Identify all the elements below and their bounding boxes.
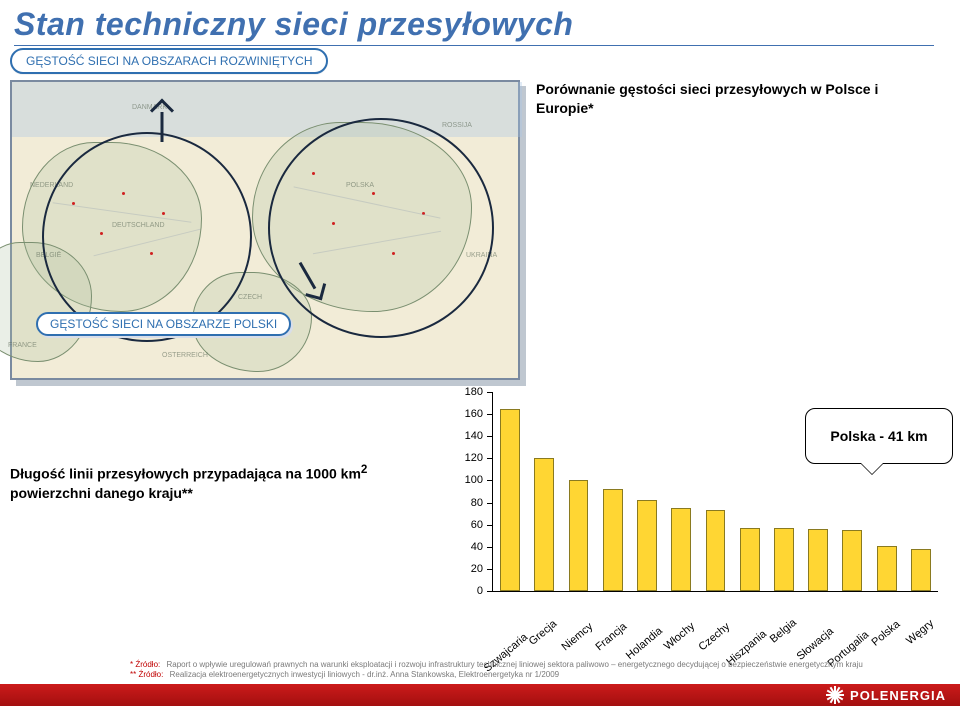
chart-label-sup: 2: [361, 463, 367, 476]
source-star-1: * Źródło:: [130, 660, 164, 669]
slide-title-wrap: Stan techniczny sieci przesyłowych: [14, 6, 934, 46]
logo-text: POLENERGIA: [850, 688, 946, 703]
chart-plot-area: 020406080100120140160180SzwajcariaGrecja…: [492, 392, 938, 592]
map-circle-poland: [268, 118, 494, 338]
map-circle-western: [42, 132, 252, 342]
chart-bar: [534, 458, 554, 591]
chart-bar: [706, 510, 726, 591]
map-label: FRANCE: [8, 342, 37, 349]
chart-ytick-label: 120: [465, 452, 493, 464]
chart-ytick-label: 80: [471, 497, 493, 509]
callout-pill-developed-areas: GĘSTOŚĆ SIECI NA OBSZARACH ROZWINIĘTYCH: [10, 48, 328, 74]
comparison-text-line2: Europie*: [536, 100, 594, 116]
chart-meaning-label: Długość linii przesyłowych przypadająca …: [10, 462, 440, 504]
chart-bar: [911, 549, 931, 591]
chart-bar: [842, 530, 862, 591]
chart-ytick-label: 60: [471, 519, 493, 531]
chart-bar: [671, 508, 691, 591]
map-label: ÖSTERREICH: [162, 352, 208, 359]
logo-burst-icon: [826, 686, 844, 704]
map-label: ROSSIJA: [442, 122, 472, 129]
map-arrow-western: [160, 102, 164, 142]
source-text-1: Raport o wpływie uregulowań prawnych na …: [166, 660, 862, 669]
chart-bar: [500, 409, 520, 591]
chart-label-line2: powierzchni danego kraju**: [10, 485, 193, 501]
chart-bar: [808, 529, 828, 591]
chart-bar: [637, 500, 657, 591]
chart-bar: [740, 528, 760, 591]
chart-ytick-label: 0: [477, 585, 493, 597]
chart-ytick-label: 40: [471, 541, 493, 553]
chart-ytick-label: 140: [465, 430, 493, 442]
chart-ytick-label: 160: [465, 408, 493, 420]
comparison-text-line1: Porównanie gęstości sieci przesyłowych w…: [536, 81, 878, 97]
map-caption: GĘSTOŚĆ SIECI NA OBSZARZE POLSKI: [36, 312, 291, 336]
source-text-2: Realizacja elektroenergetycznych inwesty…: [170, 670, 560, 679]
chart-ytick-label: 20: [471, 563, 493, 575]
footer-bar: POLENERGIA: [0, 684, 960, 706]
brand-logo: POLENERGIA: [826, 686, 946, 704]
chart-xlabel: Francja: [621, 597, 657, 630]
bar-chart: 020406080100120140160180SzwajcariaGrecja…: [450, 384, 950, 652]
chart-bar: [569, 480, 589, 591]
chart-ytick-label: 100: [465, 474, 493, 486]
chart-bar: [877, 546, 897, 591]
title-underline: [14, 45, 934, 46]
chart-ytick-label: 180: [465, 386, 493, 398]
chart-label-line1: Długość linii przesyłowych przypadająca …: [10, 466, 361, 482]
comparison-text: Porównanie gęstości sieci przesyłowych w…: [536, 80, 941, 118]
slide-title: Stan techniczny sieci przesyłowych: [14, 6, 934, 43]
chart-bar: [603, 489, 623, 591]
chart-xlabel: Węgry: [928, 597, 960, 627]
map-label: CZECH: [238, 294, 262, 301]
chart-xlabel: Czechy: [724, 597, 760, 630]
chart-bar: [774, 528, 794, 591]
sources-block: * Źródło: Raport o wpływie uregulowań pr…: [130, 660, 910, 680]
map-region: NEDERLAND DEUTSCHLAND POLSKA CZECH ÖSTER…: [10, 80, 520, 380]
source-star-2: ** Źródło:: [130, 670, 167, 679]
